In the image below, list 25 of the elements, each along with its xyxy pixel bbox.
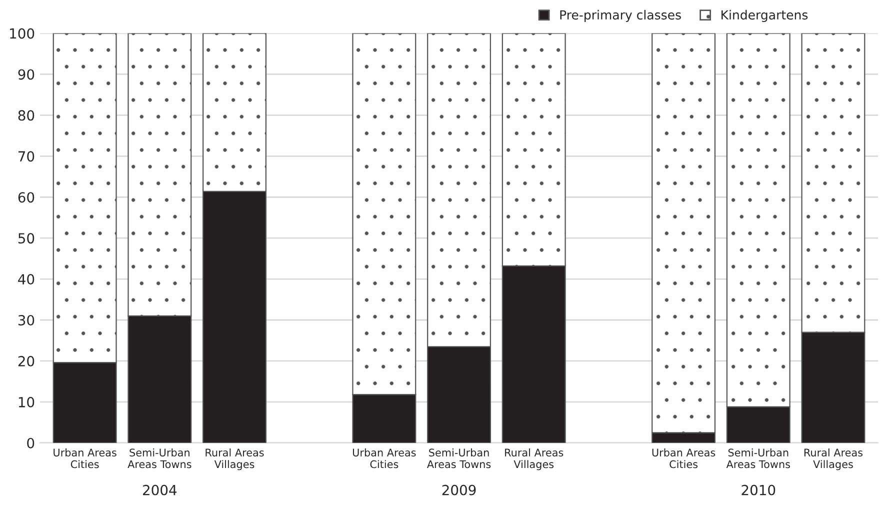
y-tick-label: 30: [18, 314, 34, 326]
x-tick-label: Semi-Urban Areas Towns: [726, 448, 790, 468]
legend-label: Kindergartens: [722, 10, 808, 22]
y-tick-label: 50: [18, 233, 34, 244]
x-tick-label: Urban Areas Cities: [652, 448, 716, 468]
legend-label: Pre-primary classes: [560, 10, 681, 22]
y-tick-label: 80: [18, 110, 34, 121]
y-tick-label: 60: [18, 192, 34, 203]
text: 2010: [742, 484, 776, 496]
y-tick-label: 0: [27, 438, 34, 448]
y-tick-label: 100: [10, 28, 34, 39]
y-tick-label: 10: [18, 396, 34, 408]
x-tick-label: Rural Areas Villages: [206, 448, 264, 470]
x-tick-label: Urban Areas Cities: [352, 448, 416, 468]
x-tick-label: Urban Areas Cities: [54, 448, 116, 468]
x-tick-label: Semi-Urban Areas Towns: [426, 448, 491, 468]
y-tick-label: 70: [18, 151, 34, 162]
text: 2004: [143, 484, 177, 496]
text: 2009: [442, 484, 476, 496]
y-tick-label: 20: [18, 356, 34, 366]
x-tick-label: Rural Areas Villages: [804, 448, 863, 470]
x-tick-label: Rural Areas Villages: [505, 448, 564, 470]
x-tick-label: Semi-Urban Areas Towns: [128, 448, 192, 468]
y-tick-label: 40: [18, 274, 34, 285]
y-tick-label: 90: [18, 69, 34, 80]
